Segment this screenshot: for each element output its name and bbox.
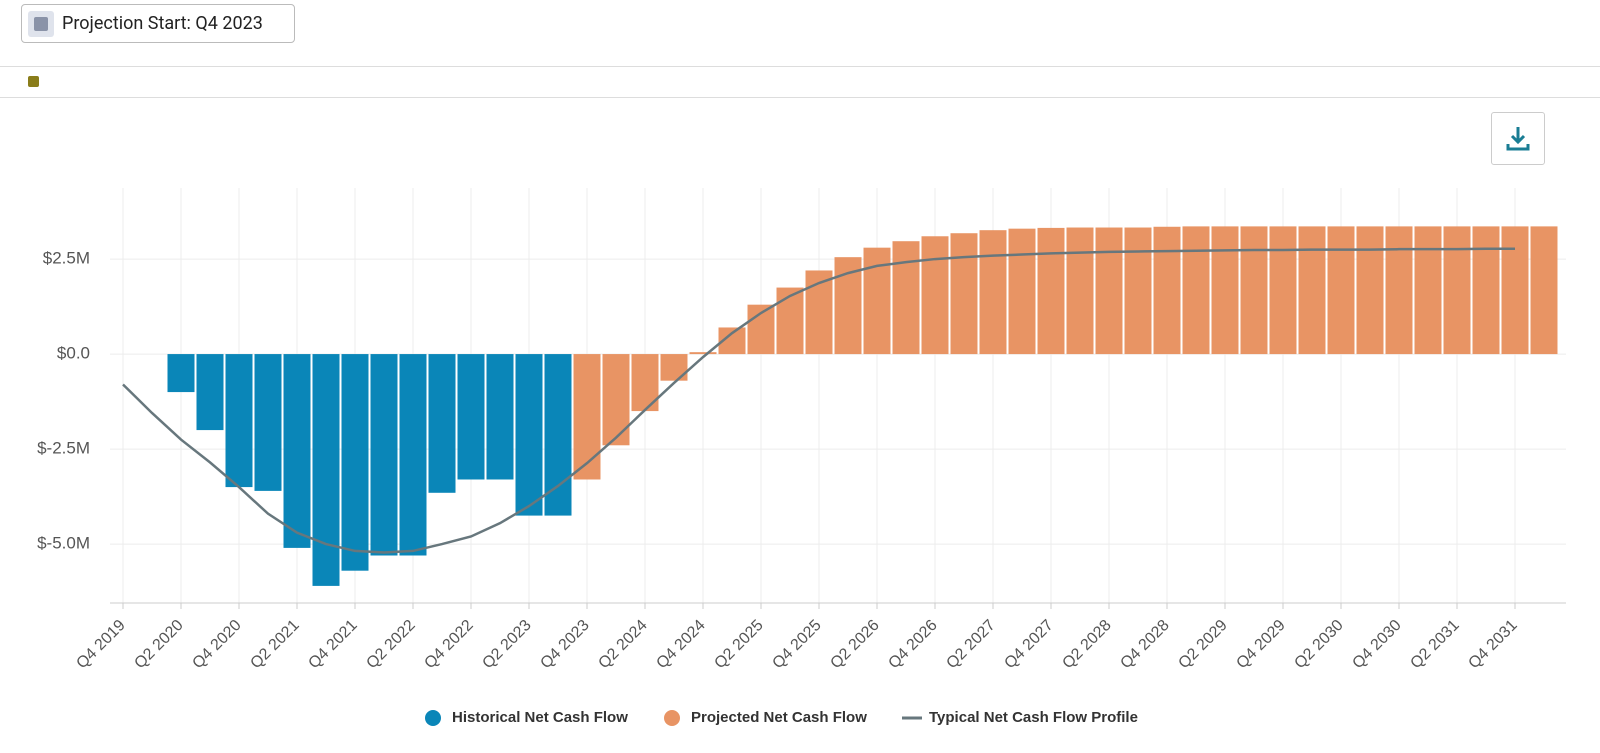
x-tick-label: Q2 2023 bbox=[479, 617, 535, 673]
download-button[interactable] bbox=[1491, 112, 1545, 165]
x-tick-label: Q2 2024 bbox=[595, 617, 651, 673]
bar bbox=[428, 354, 456, 493]
bar bbox=[950, 233, 978, 355]
bar bbox=[370, 354, 398, 556]
bar bbox=[863, 247, 891, 355]
x-tick-label: Q2 2025 bbox=[711, 617, 767, 673]
legend-label: Typical Net Cash Flow Profile bbox=[929, 709, 1138, 726]
x-tick-label: Q2 2029 bbox=[1175, 617, 1231, 673]
y-tick-label: $-2.5M bbox=[37, 439, 90, 458]
calendar-icon bbox=[28, 10, 54, 37]
bar bbox=[254, 354, 282, 491]
bar bbox=[1356, 226, 1384, 355]
button-label: Projection Start: Q4 2023 bbox=[62, 13, 263, 34]
bar bbox=[892, 241, 920, 355]
x-tick-label: Q4 2024 bbox=[653, 617, 709, 673]
divider bbox=[0, 66, 1600, 67]
x-tick-label: Q2 2027 bbox=[943, 617, 999, 673]
x-tick-label: Q4 2031 bbox=[1465, 617, 1521, 673]
bar bbox=[283, 354, 311, 548]
bar bbox=[1240, 226, 1268, 355]
bar bbox=[921, 236, 949, 355]
projection-button[interactable]: Projection Start: Q4 2023 bbox=[21, 4, 295, 43]
x-tick-label: Q2 2030 bbox=[1291, 617, 1347, 673]
y-tick-label: $0.0 bbox=[57, 344, 90, 363]
small-icon bbox=[28, 76, 39, 87]
legend-swatch bbox=[425, 710, 441, 726]
x-tick-label: Q2 2021 bbox=[247, 617, 303, 673]
bar bbox=[341, 354, 369, 571]
bar bbox=[1269, 226, 1297, 355]
x-tick-label: Q2 2026 bbox=[827, 617, 883, 673]
bar bbox=[805, 270, 833, 355]
x-tick-label: Q4 2019 bbox=[73, 617, 129, 673]
bar bbox=[225, 354, 253, 488]
download-icon bbox=[1506, 127, 1530, 151]
legend-label: Historical Net Cash Flow bbox=[452, 709, 628, 726]
x-tick-label: Q4 2023 bbox=[537, 617, 593, 673]
legend-label: Projected Net Cash Flow bbox=[691, 709, 867, 726]
bar bbox=[834, 257, 862, 355]
bar bbox=[1095, 227, 1123, 355]
x-tick-label: Q4 2027 bbox=[1001, 617, 1057, 673]
bar bbox=[1501, 226, 1529, 355]
bar bbox=[167, 354, 195, 393]
x-tick-label: Q4 2021 bbox=[305, 617, 361, 673]
x-tick-label: Q4 2028 bbox=[1117, 617, 1173, 673]
bar bbox=[1414, 226, 1442, 355]
bar bbox=[1211, 226, 1239, 355]
bar bbox=[660, 354, 688, 381]
bar bbox=[457, 354, 485, 480]
bar bbox=[544, 354, 572, 516]
x-tick-label: Q2 2028 bbox=[1059, 617, 1115, 673]
bar bbox=[602, 354, 630, 446]
bar bbox=[1443, 226, 1471, 355]
x-tick-label: Q2 2022 bbox=[363, 617, 419, 673]
bar bbox=[1530, 226, 1558, 355]
bar bbox=[1037, 227, 1065, 355]
bar bbox=[486, 354, 514, 480]
x-tick-label: Q4 2025 bbox=[769, 617, 825, 673]
bar bbox=[312, 354, 340, 586]
y-tick-label: $2.5M bbox=[43, 249, 90, 268]
bar bbox=[399, 354, 427, 556]
divider bbox=[0, 97, 1600, 98]
bar bbox=[1066, 227, 1094, 355]
bar bbox=[689, 352, 717, 355]
bar bbox=[1385, 226, 1413, 355]
bar bbox=[1472, 226, 1500, 355]
x-tick-label: Q4 2026 bbox=[885, 617, 941, 673]
x-tick-label: Q2 2031 bbox=[1407, 617, 1463, 673]
legend-swatch bbox=[664, 710, 680, 726]
bar bbox=[573, 354, 601, 480]
bar bbox=[1182, 226, 1210, 355]
bar bbox=[776, 287, 804, 355]
y-tick-label: $-5.0M bbox=[37, 534, 90, 553]
x-tick-label: Q4 2020 bbox=[189, 617, 245, 673]
bar bbox=[1008, 228, 1036, 355]
bar bbox=[747, 304, 775, 355]
bar bbox=[718, 327, 746, 355]
bar bbox=[515, 354, 543, 516]
bar bbox=[196, 354, 224, 431]
x-tick-label: Q2 2020 bbox=[131, 617, 187, 673]
bar bbox=[1124, 227, 1152, 355]
x-tick-label: Q4 2022 bbox=[421, 617, 477, 673]
bar bbox=[1327, 226, 1355, 355]
x-tick-label: Q4 2029 bbox=[1233, 617, 1289, 673]
line bbox=[122, 247, 1515, 554]
bar bbox=[631, 354, 659, 412]
x-tick-label: Q4 2030 bbox=[1349, 617, 1405, 673]
bar bbox=[1298, 226, 1326, 355]
bar bbox=[979, 230, 1007, 355]
bar bbox=[1153, 226, 1181, 355]
